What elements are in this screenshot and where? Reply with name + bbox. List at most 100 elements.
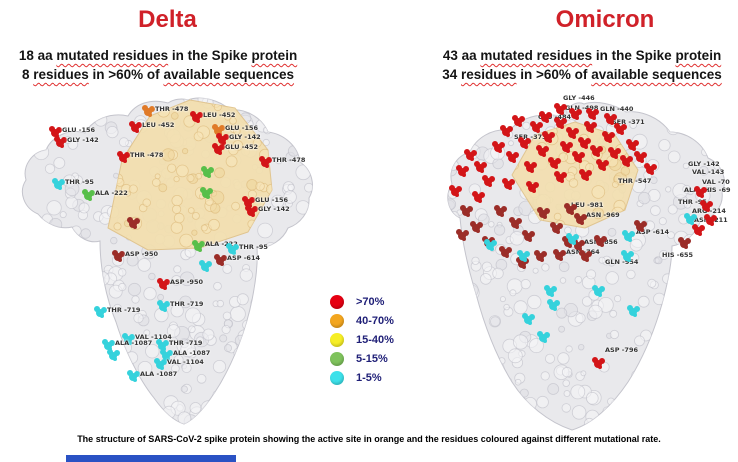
delta-summary-line-1: 18 aa mutated residues in the Spike prot… [0, 46, 316, 65]
legend-color-dot [330, 333, 344, 347]
residue-sphere-red [646, 166, 654, 174]
residue-sphere-orange [144, 108, 152, 116]
residue-sphere-darkred [581, 253, 589, 261]
legend-color-dot [330, 314, 344, 328]
residue-label: GLY -142 [229, 133, 261, 141]
residue-label: ASN -969 [586, 211, 620, 219]
residue-label: HIS -69 [704, 186, 731, 194]
residue-label: VAL -143 [692, 168, 725, 176]
residue-sphere-cyan [159, 303, 167, 311]
residue-sphere-red [214, 146, 222, 154]
summary-text-segment: 43 aa [442, 48, 481, 63]
residue-sphere-red [51, 129, 59, 137]
residue-sphere-darkred [458, 232, 466, 240]
residue-sphere-red [616, 126, 624, 134]
residue-sphere-red [466, 152, 474, 160]
residue-sphere-red [702, 203, 710, 211]
omicron-summary-line-2: 34 residues in >60% of available sequenc… [432, 65, 732, 84]
residue-sphere-red [131, 124, 139, 132]
residue-sphere-red [244, 199, 252, 207]
residue-label: GLU -156 [225, 124, 259, 132]
legend-label: 40-70% [356, 315, 394, 327]
omicron-mutation-summary: 43 aa mutated residues in the Spike prot… [432, 46, 732, 84]
summary-text-segment: 8 [21, 67, 34, 82]
summary-text-segment: in >60% of [88, 67, 164, 82]
residue-sphere-red [514, 118, 522, 126]
residue-label: THR -547 [618, 177, 652, 185]
residue-sphere-orange [214, 127, 222, 135]
residue-label: THR -478 [155, 105, 189, 113]
residue-sphere-red [159, 281, 167, 289]
residue-sphere-cyan [201, 263, 209, 271]
figure-caption: The structure of SARS-CoV-2 spike protei… [77, 434, 661, 444]
residue-sphere-red [581, 172, 589, 180]
residue-sphere-red [218, 136, 226, 144]
residue-sphere-cyan [629, 308, 637, 316]
residue-label: ASN -764 [566, 248, 600, 256]
residue-label: GLY -446 [563, 94, 595, 102]
residue-label: GLN -498 [565, 104, 599, 112]
residue-sphere-cyan [228, 246, 236, 254]
residue-sphere-cyan [54, 181, 62, 189]
residue-sphere-red [56, 139, 64, 147]
residue-sphere-darkred [496, 208, 504, 216]
residue-sphere-darkred [552, 225, 560, 233]
residue-label: SER -373 [514, 133, 547, 141]
residue-sphere-cyan [594, 288, 602, 296]
residue-sphere-darkred [216, 257, 224, 265]
residue-sphere-cyan [568, 236, 576, 244]
residue-label: GLU -156 [255, 196, 289, 204]
residue-sphere-darkred [555, 252, 563, 260]
residue-sphere-red [544, 134, 552, 142]
residue-label: VAL -1104 [167, 358, 204, 366]
residue-label: THR -478 [130, 151, 164, 159]
residue-sphere-darkred [511, 220, 519, 228]
residue-label: GLU -452 [225, 143, 259, 151]
residue-sphere-red [604, 134, 612, 142]
residue-sphere-red [571, 111, 579, 119]
residue-sphere-cyan [519, 253, 527, 261]
residue-sphere-red [586, 124, 594, 132]
summary-text-segment: residues [461, 67, 517, 82]
residue-sphere-red [628, 142, 636, 150]
residue-sphere-red [247, 208, 255, 216]
legend-color-dot [330, 371, 344, 385]
residue-sphere-darkred [524, 233, 532, 241]
legend-item: 5-15% [330, 352, 394, 366]
residue-sphere-red [520, 140, 528, 148]
residue-label: LEU -981 [571, 201, 604, 209]
summary-text-segment: protein [675, 48, 722, 63]
residue-sphere-red [574, 154, 582, 162]
legend-item: 15-40% [330, 333, 394, 347]
summary-text-segment: available sequences [163, 67, 295, 82]
residue-sphere-red [528, 184, 536, 192]
residue-sphere-red [458, 168, 466, 176]
legend-label: >70% [356, 296, 385, 308]
legend-color-dot [330, 295, 344, 309]
residue-sphere-red [550, 160, 558, 168]
residue-sphere-red [598, 162, 606, 170]
residue-sphere-darkred [462, 208, 470, 216]
residue-label: SER -371 [612, 118, 645, 126]
residue-sphere-red [556, 106, 564, 114]
residue-label: ASP -796 [605, 346, 639, 354]
residue-sphere-cyan [623, 253, 631, 261]
summary-text-segment: available sequences [591, 67, 722, 82]
residue-label: VAL -70 [702, 178, 730, 186]
summary-text-segment: mutated residues [480, 48, 593, 63]
summary-text-segment: 34 [442, 67, 461, 82]
residue-sphere-red [508, 154, 516, 162]
residue-sphere-cyan [686, 216, 694, 224]
residue-sphere-red [526, 164, 534, 172]
residue-label: THR -719 [170, 300, 204, 308]
residue-sphere-cyan [162, 352, 170, 360]
residue-label: LEU -452 [142, 121, 175, 129]
residue-sphere-darkred [114, 253, 122, 261]
legend-label: 15-40% [356, 334, 394, 346]
residue-sphere-red [484, 178, 492, 186]
omicron-title: Omicron [555, 6, 655, 33]
residue-label: GLU -156 [62, 126, 96, 134]
residue-label: ALA -1087 [173, 349, 211, 357]
residue-sphere-red [532, 124, 540, 132]
